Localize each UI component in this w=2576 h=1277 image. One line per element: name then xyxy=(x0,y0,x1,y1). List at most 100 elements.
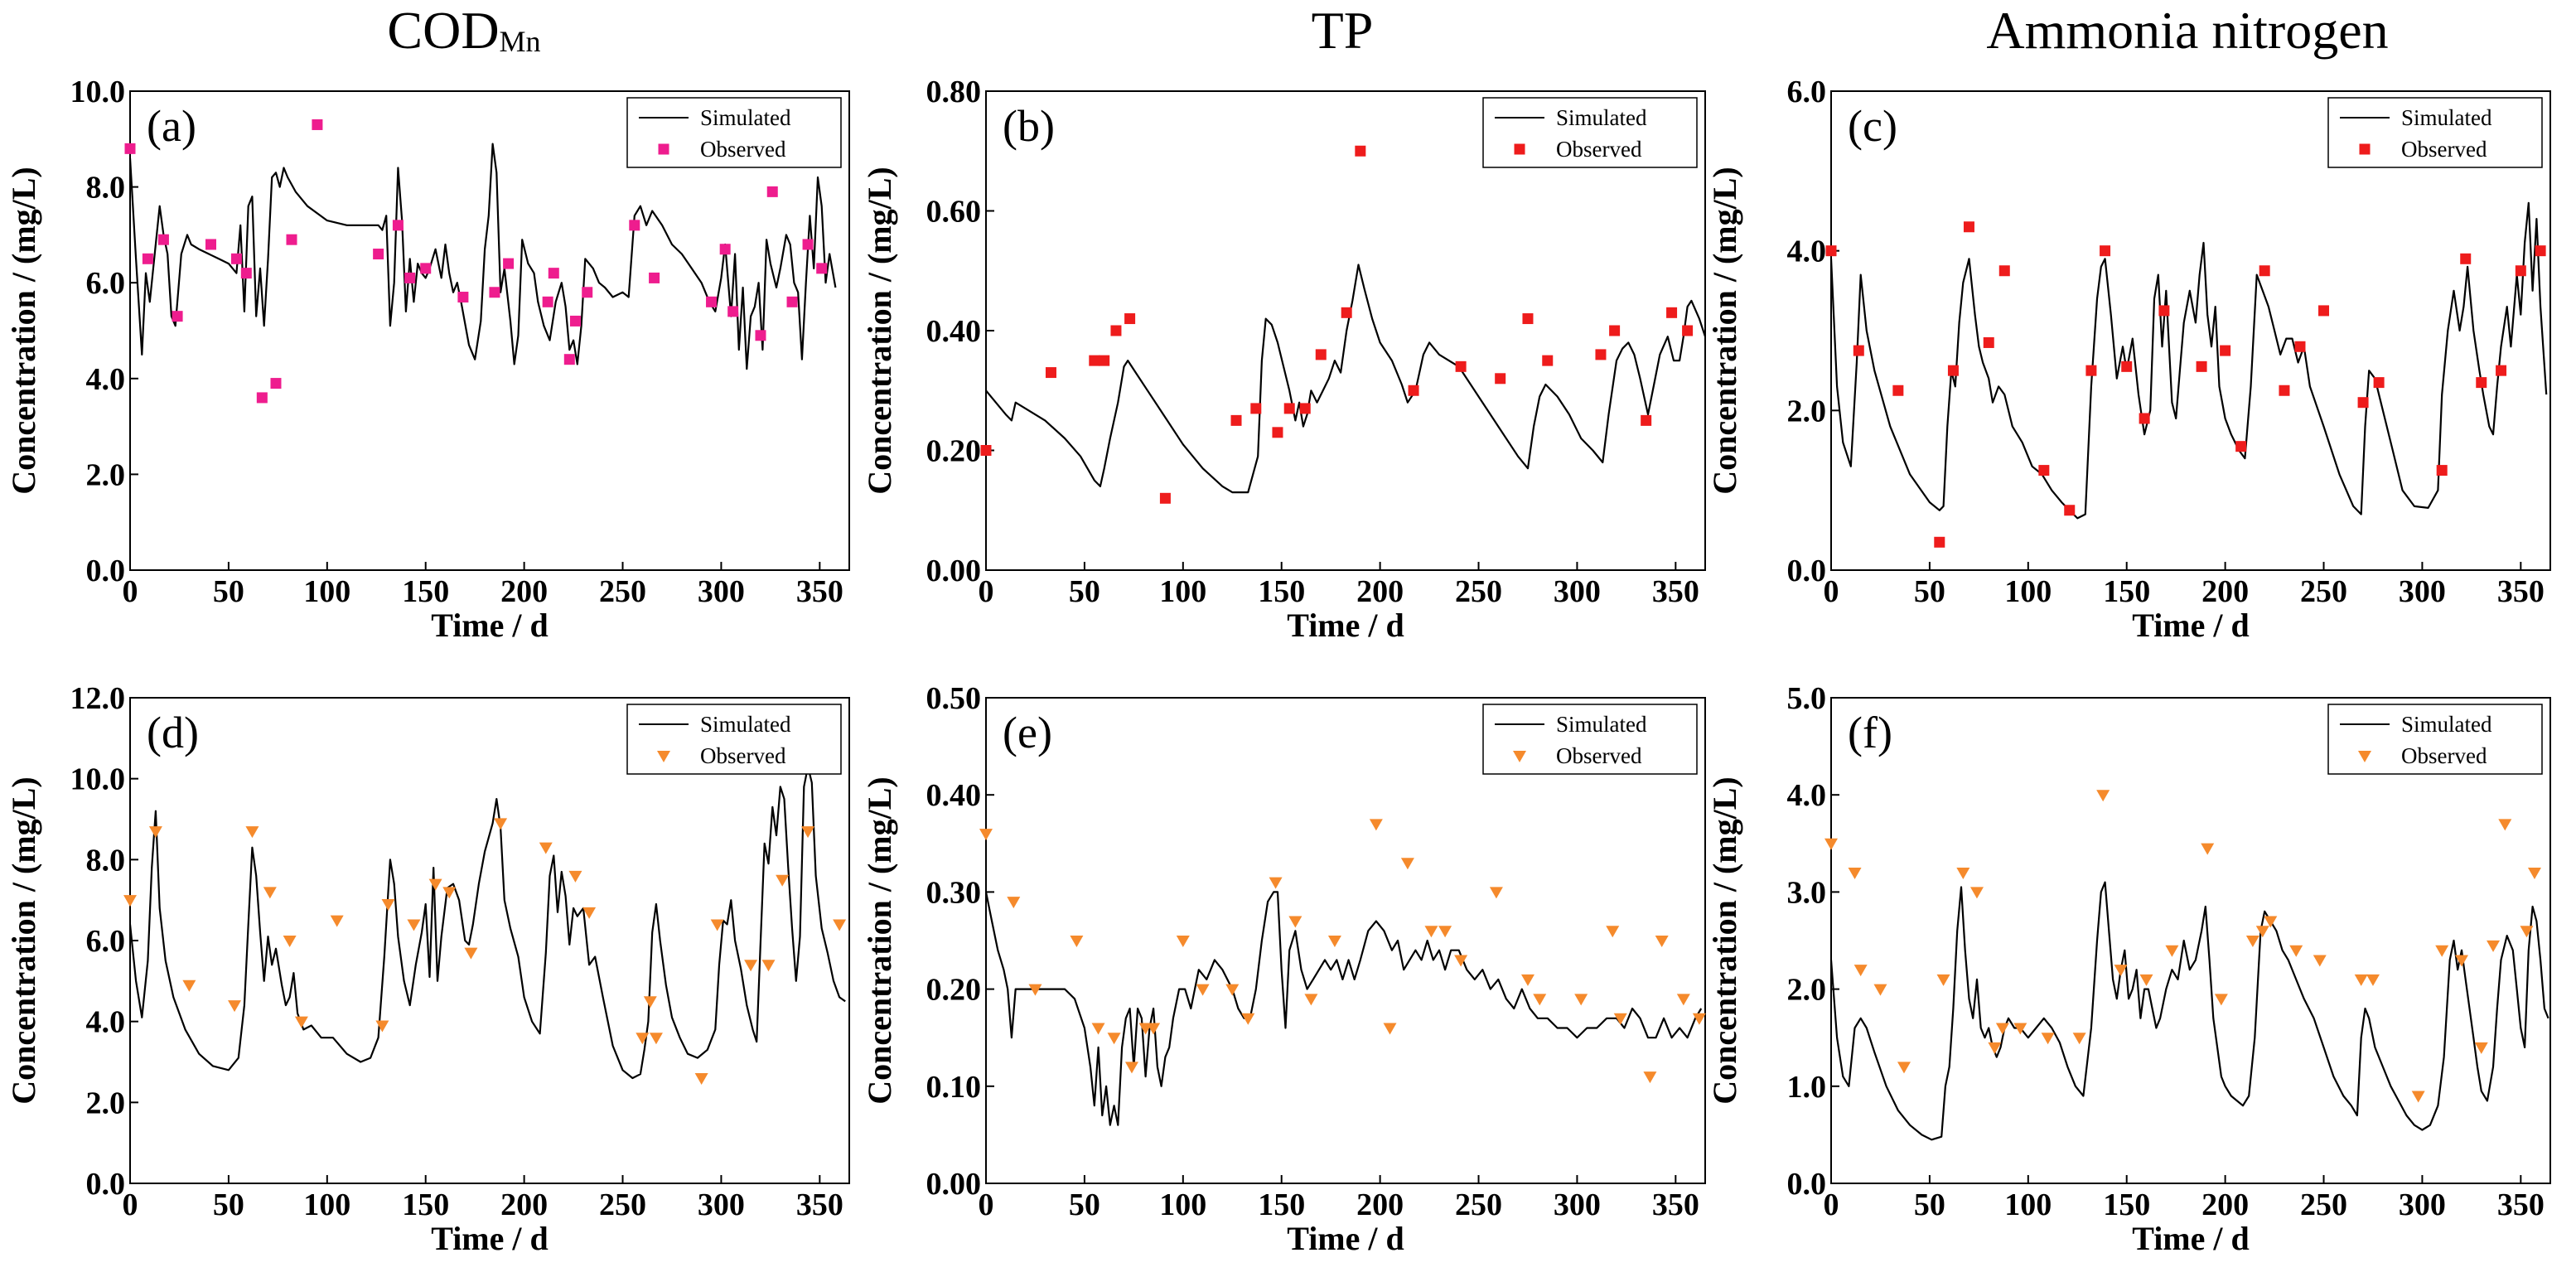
x-axis-label: Time / d xyxy=(431,607,549,644)
observed-point xyxy=(643,996,657,1009)
simulated-series-line xyxy=(128,765,846,1080)
y-tick-label: 0.20 xyxy=(926,434,982,469)
simulated-series-line xyxy=(1829,201,2548,520)
observed-point xyxy=(542,296,553,307)
x-axis-label: Time / d xyxy=(431,1220,549,1257)
x-tick-label: 100 xyxy=(2004,574,2052,609)
legend-box xyxy=(626,704,842,775)
observed-point xyxy=(123,895,137,907)
observed-point xyxy=(2220,345,2231,356)
observed-point xyxy=(182,980,196,992)
observed-point xyxy=(1520,974,1534,986)
y-tick-label: 6.0 xyxy=(86,266,126,301)
observed-point xyxy=(1824,838,1838,850)
observed-point xyxy=(1613,1013,1627,1025)
observed-point xyxy=(2114,965,2128,977)
x-tick-label: 0 xyxy=(1824,1188,1839,1222)
panel-label: (e) xyxy=(1003,708,1052,757)
observed-point xyxy=(1124,1062,1138,1074)
legend-marker-sample xyxy=(2358,751,2371,762)
legend-label-observed: Observed xyxy=(2401,137,2487,162)
observed-point xyxy=(2038,465,2050,476)
y-tick-label: 8.0 xyxy=(86,843,126,878)
y-tick-label: 3.0 xyxy=(1787,875,1827,910)
observed-point xyxy=(1269,877,1283,889)
observed-point xyxy=(2214,994,2228,1006)
x-tick-label: 350 xyxy=(796,574,843,609)
observed-point xyxy=(1454,955,1468,967)
x-tick-label: 50 xyxy=(1069,1188,1100,1222)
legend-label-simulated: Simulated xyxy=(2401,105,2492,130)
observed-point xyxy=(464,947,478,960)
y-tick-label: 0.40 xyxy=(926,314,982,349)
observed-point xyxy=(1947,365,1959,376)
observed-point xyxy=(2279,385,2290,396)
observed-point xyxy=(494,818,508,830)
observed-point xyxy=(1176,936,1190,947)
simulated-series-line xyxy=(985,264,1707,494)
observed-point xyxy=(381,899,395,912)
x-tick-label: 150 xyxy=(2103,1188,2150,1222)
y-axis-label: Concentration / (mg/L) xyxy=(861,776,898,1105)
observed-point xyxy=(563,354,575,365)
legend-marker-sample xyxy=(657,751,670,762)
observed-point xyxy=(1853,345,1864,356)
column-title-ammonia-nitrogen: Ammonia nitrogen xyxy=(1986,1,2388,60)
observed-point xyxy=(1995,1023,2009,1035)
observed-point xyxy=(1438,926,1452,938)
x-tick-label: 150 xyxy=(402,574,449,609)
observed-point xyxy=(1288,916,1302,928)
observed-point xyxy=(1159,492,1171,504)
observed-point xyxy=(1124,313,1136,325)
observed-point xyxy=(582,287,593,298)
x-tick-label: 0 xyxy=(979,574,994,609)
observed-point xyxy=(1934,536,1945,548)
chart-panel-c: 0 50 100 150 200 250 300 350 0.0 2.0 4.0 6.0 Time / … xyxy=(1706,75,2551,644)
y-tick-label: 10.0 xyxy=(70,75,126,109)
observed-point xyxy=(373,249,384,260)
legend-label-simulated: Simulated xyxy=(700,712,791,737)
observed-point xyxy=(1272,427,1283,438)
x-tick-label: 250 xyxy=(599,574,646,609)
chart-panel-e: 0 50 100 150 200 250 300 350 0.00 0.10 0.20 0.30 0.4… xyxy=(861,681,1706,1257)
y-tick-label: 0.30 xyxy=(926,875,982,910)
observed-point xyxy=(1099,355,1110,366)
observed-point xyxy=(1241,1013,1255,1025)
x-tick-label: 200 xyxy=(2201,1188,2249,1222)
observed-point xyxy=(1643,1071,1657,1084)
y-tick-label: 10.0 xyxy=(70,762,126,797)
observed-point xyxy=(1070,936,1084,947)
x-tick-label: 300 xyxy=(2399,1188,2446,1222)
observed-point xyxy=(786,296,798,307)
x-tick-label: 50 xyxy=(213,1188,244,1222)
observed-point xyxy=(2201,843,2215,855)
x-tick-label: 250 xyxy=(1455,574,1502,609)
y-tick-label: 0.00 xyxy=(926,1167,982,1202)
observed-point xyxy=(1225,984,1240,996)
observed-point xyxy=(1606,926,1620,938)
observed-point xyxy=(1110,325,1122,336)
x-tick-label: 250 xyxy=(2300,574,2347,609)
observed-point xyxy=(1956,867,1970,879)
legend-label-simulated: Simulated xyxy=(1556,105,1647,130)
y-tick-label: 1.0 xyxy=(1787,1070,1827,1105)
observed-point xyxy=(761,960,776,972)
observed-point xyxy=(548,268,559,279)
x-tick-label: 100 xyxy=(303,574,350,609)
observed-point xyxy=(407,919,421,931)
y-tick-label: 0.00 xyxy=(926,554,982,588)
observed-point xyxy=(2535,245,2546,257)
legend-label-simulated: Simulated xyxy=(2401,712,2492,737)
observed-point xyxy=(1230,414,1242,426)
observed-point xyxy=(1304,994,1318,1006)
observed-point xyxy=(1091,1023,1105,1035)
observed-point xyxy=(2318,305,2330,317)
legend-label-observed: Observed xyxy=(1556,137,1642,162)
y-tick-label: 0.60 xyxy=(926,195,982,230)
observed-point xyxy=(1848,867,1862,879)
observed-point xyxy=(428,878,442,891)
x-tick-label: 200 xyxy=(1356,574,1404,609)
observed-point xyxy=(1007,897,1021,909)
observed-point xyxy=(2313,955,2327,967)
observed-point xyxy=(569,315,581,327)
